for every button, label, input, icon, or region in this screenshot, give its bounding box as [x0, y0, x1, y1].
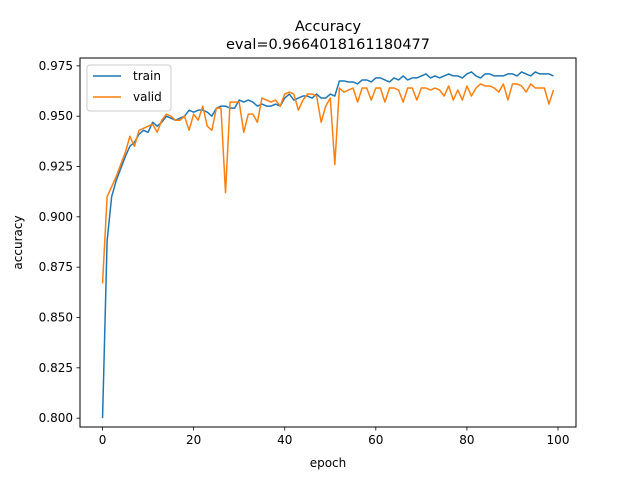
legend: train valid — [86, 64, 172, 112]
y-axis-ticks: 0.800 0.825 0.850 0.875 0.900 0.925 0.950 0.975 — [39, 59, 80, 425]
y-tick-label: 0.875 — [39, 260, 73, 274]
x-axis-ticks: 0 20 40 60 80 100 — [99, 427, 570, 447]
legend-label-train: train — [133, 69, 161, 83]
y-tick-label: 0.925 — [39, 160, 73, 174]
x-tick-label: 20 — [186, 433, 201, 447]
chart-title: Accuracy — [295, 19, 362, 35]
y-tick-label: 0.825 — [39, 361, 73, 375]
y-tick-label: 0.800 — [39, 411, 73, 425]
x-tick-label: 0 — [99, 433, 107, 447]
chart-subtitle: eval=0.9664018161180477 — [226, 37, 430, 53]
series-line-train — [101, 71, 554, 419]
y-tick-label: 0.900 — [39, 210, 73, 224]
axes-frame — [79, 57, 577, 428]
series-line-valid — [101, 83, 555, 284]
legend-label-valid: valid — [133, 90, 162, 104]
x-tick-label: 60 — [368, 433, 383, 447]
x-tick-label: 40 — [277, 433, 292, 447]
y-tick-label: 0.850 — [39, 310, 73, 324]
y-tick-label: 0.950 — [39, 109, 73, 123]
plot-area — [101, 71, 555, 419]
y-tick-label: 0.975 — [39, 59, 73, 73]
y-axis-label: accuracy — [11, 215, 25, 269]
x-tick-label: 80 — [459, 433, 474, 447]
x-tick-label: 100 — [547, 433, 570, 447]
x-axis-label: epoch — [310, 456, 347, 470]
